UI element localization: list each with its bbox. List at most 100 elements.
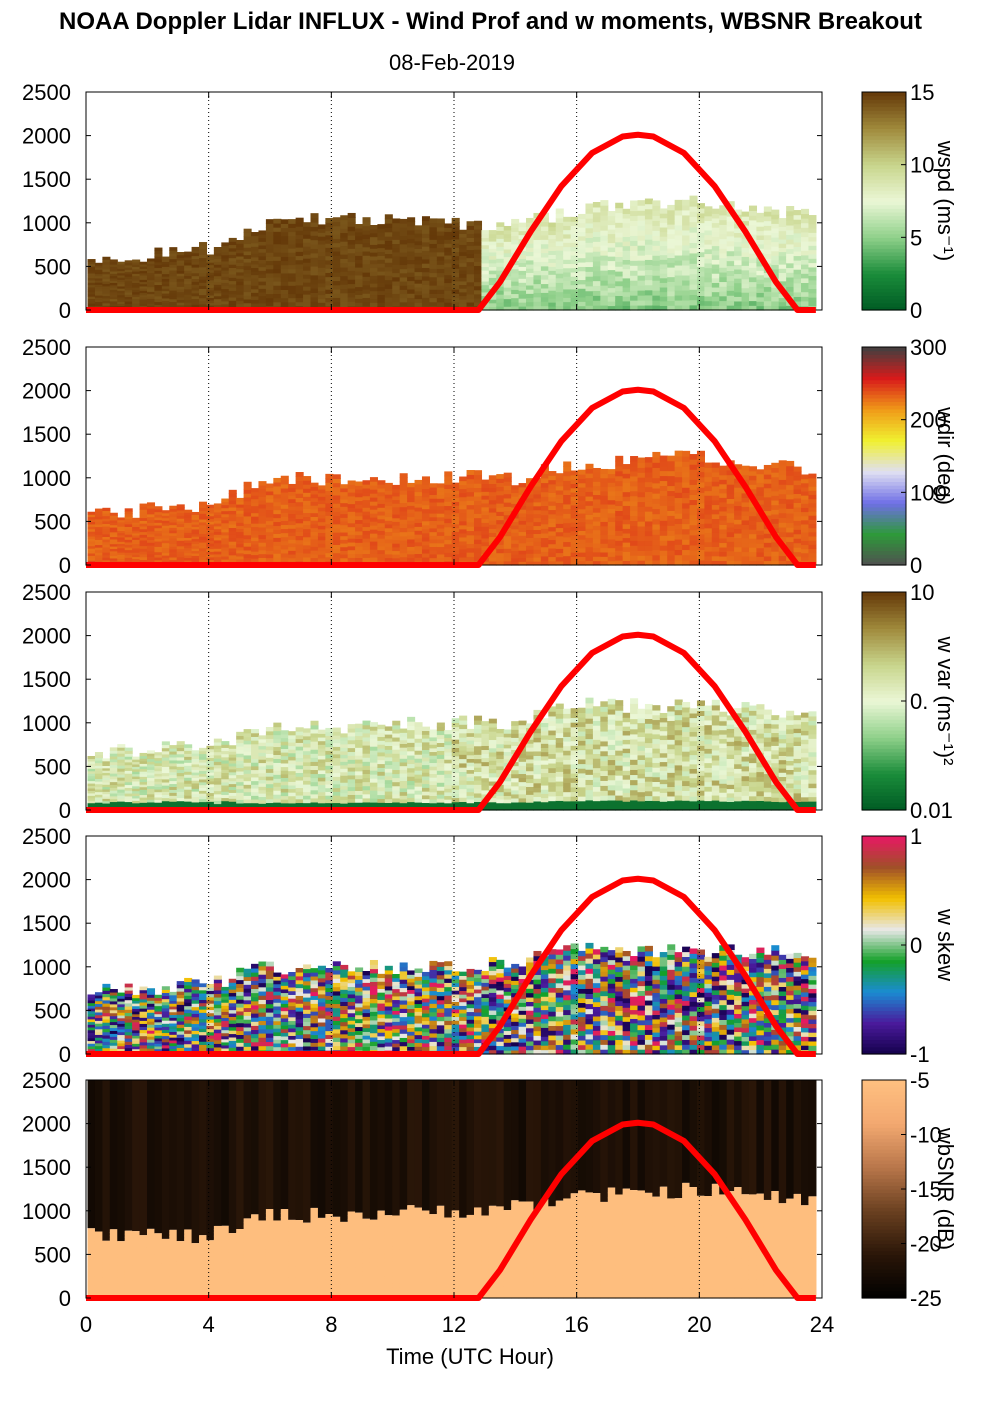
heatmap-cell <box>607 251 616 257</box>
colorbar-segment <box>862 557 906 562</box>
heatmap-cell <box>184 527 193 531</box>
heatmap-cell <box>801 291 810 297</box>
heatmap-cell <box>511 235 520 241</box>
heatmap-cell <box>696 497 705 504</box>
heatmap-cell <box>488 528 497 533</box>
colorbar-tick-label: 100 <box>910 480 947 505</box>
heatmap-cell <box>555 296 564 302</box>
heatmap-cell <box>644 218 653 225</box>
heatmap-cell <box>191 752 200 757</box>
heatmap-cell <box>756 234 765 240</box>
heatmap-cell <box>199 272 208 277</box>
heatmap-cell <box>592 503 601 509</box>
colorbar-segment <box>862 251 906 257</box>
heatmap-cell <box>756 226 765 232</box>
heatmap-cell <box>808 227 817 233</box>
heatmap-cell <box>711 213 720 219</box>
heatmap-cell <box>176 304 185 308</box>
heatmap-cell <box>176 257 185 261</box>
heatmap-cell <box>124 521 133 525</box>
heatmap-cell <box>578 270 587 276</box>
heatmap-cell <box>786 291 795 297</box>
heatmap-cell <box>801 519 810 525</box>
heatmap-cell <box>317 290 326 296</box>
heatmap-cell <box>696 251 705 258</box>
heatmap-cell <box>592 305 601 311</box>
heatmap-cell <box>407 284 416 290</box>
heatmap-cell <box>399 506 408 512</box>
heatmap-cell <box>444 239 453 244</box>
heatmap-cell <box>674 544 683 551</box>
heatmap-cell <box>347 503 356 508</box>
heatmap-cell <box>258 549 267 555</box>
heatmap-cell <box>206 786 215 791</box>
heatmap-cell <box>578 487 587 492</box>
heatmap-cell <box>184 804 193 808</box>
heatmap-cell <box>719 524 728 530</box>
heatmap-cell <box>169 556 178 561</box>
heatmap-cell <box>414 298 423 303</box>
colorbar-segment <box>862 219 906 224</box>
heatmap-cell <box>199 753 208 757</box>
heatmap-cell <box>199 297 208 302</box>
heatmap-cell <box>540 551 549 557</box>
heatmap-cell <box>756 292 765 298</box>
heatmap-cell <box>444 274 453 280</box>
heatmap-cell <box>548 290 557 295</box>
heatmap-cell <box>481 284 490 289</box>
heatmap-cell <box>637 501 646 507</box>
heatmap-cell <box>161 276 170 280</box>
heatmap-cell <box>258 538 267 543</box>
heatmap-cell <box>109 296 118 300</box>
heatmap-cell <box>801 490 810 496</box>
heatmap-cell <box>600 240 609 246</box>
heatmap-cell <box>206 512 215 517</box>
colorbar-segment <box>862 295 906 300</box>
heatmap-cell <box>570 305 579 311</box>
heatmap-cell <box>347 538 356 543</box>
heatmap-cell <box>414 503 423 508</box>
heatmap-cell <box>548 306 557 311</box>
heatmap-cell <box>377 267 386 272</box>
heatmap-cell <box>689 216 698 223</box>
heatmap-cell <box>682 533 691 540</box>
heatmap-cell <box>459 548 468 554</box>
heatmap-cell <box>176 794 185 799</box>
heatmap-cell <box>146 265 156 269</box>
heatmap-cell <box>392 499 401 504</box>
heatmap-cell <box>696 203 705 209</box>
heatmap-cell <box>132 778 141 782</box>
heatmap-cell <box>748 547 758 553</box>
heatmap-cell <box>429 268 438 274</box>
heatmap-cell <box>94 284 103 287</box>
heatmap-cell <box>719 555 728 562</box>
heatmap-cell <box>184 747 193 751</box>
heatmap-cell <box>132 282 141 286</box>
heatmap-cell <box>154 799 163 803</box>
heatmap-cell <box>689 474 698 480</box>
heatmap-cell <box>94 765 103 769</box>
heatmap-cell <box>139 794 148 798</box>
heatmap-cell <box>689 284 698 290</box>
heatmap-cell <box>630 215 639 222</box>
heatmap-cell <box>139 786 148 790</box>
heatmap-cell <box>607 525 616 531</box>
heatmap-cell <box>265 505 274 511</box>
heatmap-cell <box>288 293 297 299</box>
heatmap-cell <box>213 780 222 785</box>
heatmap-cell <box>132 300 141 304</box>
heatmap-cell <box>421 556 431 562</box>
colorbar-segment <box>862 357 906 363</box>
heatmap-cell <box>377 228 386 233</box>
heatmap-cell <box>659 245 668 251</box>
heatmap-cell <box>139 771 148 775</box>
heatmap-cell <box>139 272 148 276</box>
heatmap-cell <box>704 485 713 492</box>
heatmap-cell <box>607 256 616 262</box>
heatmap-cell <box>102 760 111 764</box>
heatmap-cell <box>667 465 676 472</box>
heatmap-cell <box>637 235 646 241</box>
colorbar-segment <box>862 535 906 541</box>
heatmap-cell <box>377 274 386 280</box>
heatmap-cell <box>429 230 438 236</box>
